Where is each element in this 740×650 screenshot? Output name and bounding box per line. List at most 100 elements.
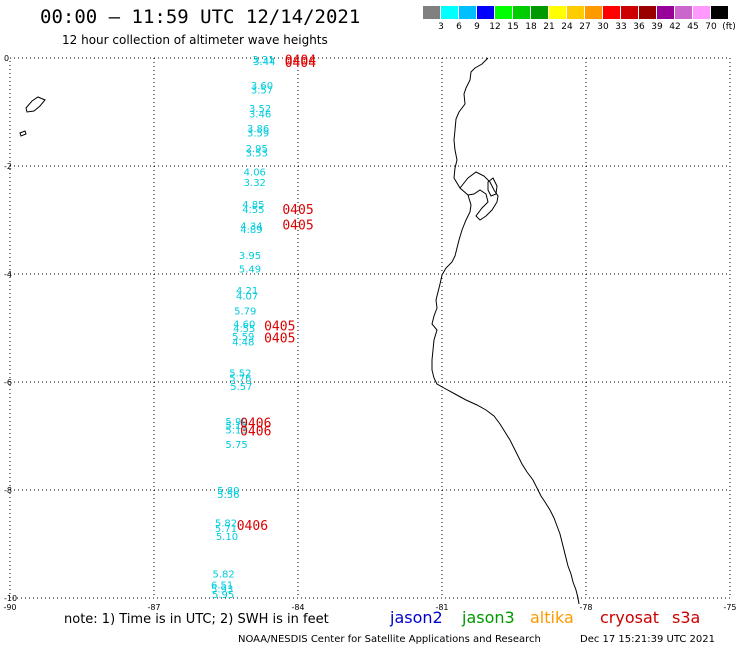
wave-height-value: 4.07: [236, 292, 258, 303]
wave-height-value: 5.10: [216, 532, 238, 543]
legend-swatch: [549, 6, 567, 19]
wave-height-value: 5.13: [225, 426, 247, 437]
wave-height-value: 4.21: [236, 286, 258, 297]
wave-height-value: 2.95: [246, 144, 268, 155]
latitude-tick-label: -2: [4, 162, 12, 171]
longitude-tick-label: -87: [147, 603, 160, 612]
wave-height-value: 5.57: [230, 382, 252, 393]
wave-height-value: 3.46: [249, 110, 271, 121]
footer-credit: NOAA/NESDIS Center for Satellite Applica…: [238, 634, 541, 645]
wave-height-value: 3.53: [246, 149, 268, 160]
wave-height-value: 5.49: [239, 265, 261, 276]
wave-height-value: 4.89: [240, 225, 262, 236]
pass-time-label: 0405: [282, 218, 313, 233]
wave-height-value: 4.06: [244, 167, 266, 178]
latitude-tick-label: -10: [4, 594, 17, 603]
legend-label: 6: [456, 22, 462, 32]
observation-labels: 3.313.44 3.603.57 3.523.46 3.863.59 2.953.53…: [211, 54, 316, 602]
latitude-tick-label: -6: [4, 378, 12, 387]
wave-height-value: 4.85: [242, 200, 264, 211]
wave-height-value: 5.71: [215, 524, 237, 535]
legend-swatch: [603, 6, 621, 19]
galapagos-island-small: [19, 130, 27, 137]
longitude-tick-label: -75: [723, 603, 736, 612]
coastline: [19, 57, 580, 605]
legend-label: 27: [579, 22, 591, 32]
legend-swatch: [711, 6, 729, 19]
longitude-tick-label: -81: [435, 603, 448, 612]
pass-time-label: 0405: [264, 319, 295, 334]
longitude-tick-label: -78: [579, 603, 592, 612]
legend-swatch: [567, 6, 585, 19]
legend-label: 3: [438, 22, 444, 32]
map-title: 00:00 – 11:59 UTC 12/14/2021: [40, 6, 361, 28]
legend-label: 15: [507, 22, 519, 32]
footer-generated-time: Dec 17 15:21:39 UTC 2021: [580, 634, 715, 645]
wave-height-value: 3.57: [251, 85, 273, 96]
map-border: [9, 57, 731, 599]
legend-label: 30: [597, 22, 609, 32]
latitude-tick-label: -8: [4, 486, 12, 495]
legend-swatch: [441, 6, 459, 19]
wave-height-value: 4.60: [233, 320, 255, 331]
legend-label: 9: [474, 22, 480, 32]
puna-island: [487, 177, 498, 197]
legend-swatch: [531, 6, 549, 19]
wave-height-value: 5.93: [211, 584, 233, 595]
legend-label: 24: [561, 22, 573, 32]
legend-swatch: [621, 6, 639, 19]
wave-height-value: 3.52: [249, 104, 271, 115]
wave-height-value: 3.60: [251, 81, 273, 92]
galapagos-island-large: [25, 96, 46, 113]
map-subtitle: 12 hour collection of altimeter wave hei…: [62, 33, 328, 47]
legend-swatch: [423, 6, 441, 19]
legend-label: 45: [687, 22, 699, 32]
color-legend-labels: 3 6 9 12 15 18 21 24 27 30 33 36 39 42 45 70 (ft): [423, 22, 740, 34]
pass-time-label: 0406: [240, 425, 271, 440]
wave-height-value: 4.34: [240, 221, 262, 232]
latitude-tick-label: 0: [4, 54, 9, 63]
footer-note: note: 1) Time is in UTC; 2) SWH is in fe…: [64, 612, 329, 627]
wave-height-value: 3.32: [244, 178, 266, 189]
wave-height-value: 5.75: [225, 440, 247, 451]
pass-time-label: 0405: [282, 203, 313, 218]
wave-height-value: 5.82: [212, 570, 234, 581]
color-legend-swatches: [423, 6, 729, 19]
south-america-coastline: [431, 57, 580, 605]
guayaquil-gulf-coast: [459, 171, 499, 221]
legend-label: (ft): [722, 22, 736, 32]
legend-swatch: [459, 6, 477, 19]
wave-height-value: 3.59: [247, 129, 269, 140]
wave-height-value: 5.76: [229, 374, 251, 385]
wave-height-value: 4.55: [233, 324, 255, 335]
legend-label: 33: [615, 22, 627, 32]
pass-time-label: 0404: [285, 56, 316, 71]
legend-swatch: [675, 6, 693, 19]
wave-height-value: 5.90: [225, 417, 247, 428]
wave-height-value: 5.80: [217, 486, 239, 497]
legend-swatch: [477, 6, 495, 19]
wave-height-value: 4.55: [242, 205, 264, 216]
legend-swatch: [639, 6, 657, 19]
wave-height-value: 4.48: [232, 338, 254, 349]
wave-height-value: 5.79: [234, 307, 256, 318]
legend-jason2: jason2: [390, 608, 443, 627]
color-legend: 3 6 9 12 15 18 21 24 27 30 33 36 39 42 45 70 (ft): [423, 6, 736, 32]
legend-swatch: [513, 6, 531, 19]
legend-label: 70: [705, 22, 717, 32]
wave-height-value: 3.95: [239, 251, 261, 262]
wave-height-value: 5.56: [217, 490, 239, 501]
wave-height-value: 5.59: [232, 332, 254, 343]
wave-height-value: 3.44: [253, 57, 275, 68]
legend-label: 36: [633, 22, 645, 32]
pass-time-label: 0405: [264, 332, 295, 347]
legend-swatch: [585, 6, 603, 19]
wave-height-value: 5.95: [212, 590, 234, 601]
legend-label: 39: [651, 22, 663, 32]
map-grid: [9, 57, 731, 599]
map-tick-labels: -90 -87 -84 -81 -78 -75 0 -2 -4 -6 -8 -10: [3, 54, 736, 612]
wave-height-value: 3.31: [252, 55, 274, 66]
legend-jason3: jason3: [462, 608, 515, 627]
legend-label: 12: [489, 22, 501, 32]
pass-time-label: 0406: [240, 417, 271, 432]
